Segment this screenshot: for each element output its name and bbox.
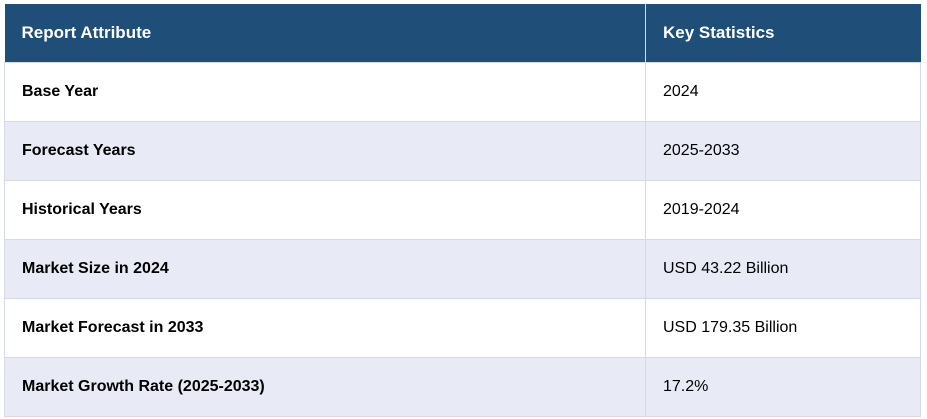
attribute-cell: Market Forecast in 2033 <box>4 298 646 358</box>
table-row: Market Size in 2024 USD 43.22 Billion <box>4 239 921 299</box>
report-statistics-table: Report Attribute Key Statistics Base Yea… <box>4 4 921 417</box>
table-row: Base Year 2024 <box>4 62 921 122</box>
attribute-cell: Forecast Years <box>4 121 646 181</box>
value-cell: 2019-2024 <box>645 180 921 240</box>
attribute-cell: Market Growth Rate (2025-2033) <box>4 357 646 417</box>
table-body: Base Year 2024 Forecast Years 2025-2033 … <box>4 62 921 417</box>
value-cell: USD 43.22 Billion <box>645 239 921 299</box>
table-header: Report Attribute Key Statistics <box>4 4 921 63</box>
value-cell: 17.2% <box>645 357 921 417</box>
table-row: Market Forecast in 2033 USD 179.35 Billi… <box>4 298 921 358</box>
header-row: Report Attribute Key Statistics <box>4 4 921 63</box>
attribute-cell: Market Size in 2024 <box>4 239 646 299</box>
value-cell: USD 179.35 Billion <box>645 298 921 358</box>
table-row: Historical Years 2019-2024 <box>4 180 921 240</box>
value-cell: 2024 <box>645 62 921 122</box>
attribute-cell: Historical Years <box>4 180 646 240</box>
attribute-cell: Base Year <box>4 62 646 122</box>
report-statistics-table-container: Report Attribute Key Statistics Base Yea… <box>4 4 921 417</box>
value-cell: 2025-2033 <box>645 121 921 181</box>
table-row: Market Growth Rate (2025-2033) 17.2% <box>4 357 921 417</box>
table-row: Forecast Years 2025-2033 <box>4 121 921 181</box>
column-header-key-statistics: Key Statistics <box>645 4 921 63</box>
column-header-report-attribute: Report Attribute <box>4 4 646 63</box>
